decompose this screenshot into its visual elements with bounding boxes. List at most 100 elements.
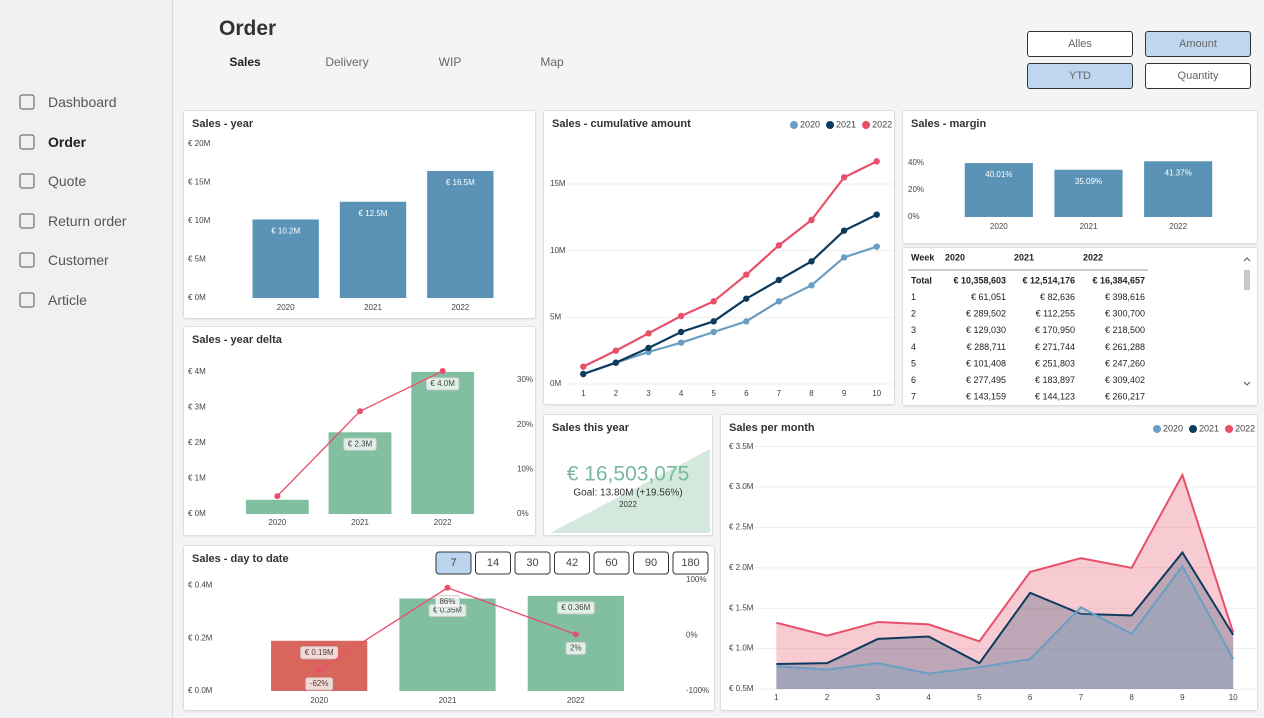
kpi-goal: Goal: 13.80M (+19.56%) (573, 488, 682, 499)
tab[interactable]: WIP (438, 55, 462, 69)
scrollbar[interactable] (1244, 270, 1250, 290)
tab[interactable]: Sales (229, 55, 261, 69)
y2-tick-label: 10% (517, 464, 533, 473)
table-cell: € 218,500 (1105, 325, 1145, 335)
range-button[interactable] (633, 551, 669, 575)
nav-item[interactable]: Quote (18, 171, 86, 191)
range-button-label[interactable]: 90 (645, 557, 657, 569)
nav-item[interactable]: Order (18, 132, 86, 152)
range-button-label[interactable]: 7 (450, 557, 456, 569)
scroll-down[interactable] (1243, 381, 1251, 386)
point (316, 666, 323, 673)
range-button[interactable] (554, 551, 590, 575)
table-cell: 2 (911, 309, 916, 319)
range-button[interactable] (593, 551, 630, 575)
label-box (343, 437, 377, 451)
toggle-button[interactable]: YTD (1027, 63, 1133, 89)
x-tick-label: 7 (777, 389, 782, 398)
data-label: 2% (570, 643, 582, 652)
range-button-label[interactable]: 60 (605, 557, 617, 569)
bar (245, 499, 309, 514)
y-tick-label: € 1.5M (729, 603, 754, 612)
data-label: 4% (272, 479, 284, 488)
nav-item[interactable]: Dashboard (18, 92, 117, 112)
nav-label: Return order (48, 212, 127, 229)
nav-icon (19, 292, 35, 308)
legend-swatch (826, 121, 835, 129)
nav-item[interactable]: Article (18, 290, 87, 310)
toggle-button[interactable]: Alles (1027, 31, 1133, 57)
table-cell: € 112,255 (1036, 309, 1075, 319)
range-button[interactable] (514, 551, 551, 575)
y-tick-label: 0M (550, 379, 561, 388)
nav-icon (19, 94, 35, 110)
chart: Sales - year delta € 0M € 1M € 2M € 3M € 4M 0%… (188, 334, 533, 527)
point (775, 242, 783, 249)
range-button-label[interactable]: 14 (487, 557, 499, 569)
point (840, 254, 848, 261)
tab[interactable]: Map (540, 55, 564, 69)
x-tick-label: 4 (679, 389, 684, 398)
point (743, 318, 750, 325)
label-box (425, 377, 460, 391)
table: Week 2020 2021 2022 Total € 10,358,603 € 12,51… (908, 252, 1251, 402)
point (677, 312, 685, 320)
range-button[interactable] (672, 551, 709, 575)
scroll-up[interactable] (1243, 257, 1251, 262)
toggle-button[interactable]: Quantity (1145, 63, 1251, 89)
label-box (565, 641, 587, 655)
y-tick-label: € 0M (188, 293, 206, 302)
nav-item[interactable]: Return order (18, 211, 127, 231)
y-tick-label: € 1M (188, 474, 206, 483)
range-button-label[interactable]: 180 (681, 557, 699, 569)
tab[interactable]: Delivery (325, 55, 369, 69)
data-label: € 4.0M (430, 379, 455, 388)
table-cell: 1 (911, 292, 916, 302)
line (776, 472, 1235, 643)
range-button-label[interactable]: 30 (526, 557, 538, 569)
point (873, 158, 880, 165)
label-box (556, 601, 595, 615)
y-tick-label: 5M (550, 312, 561, 321)
area (776, 552, 1234, 689)
table-cell: € 247,260 (1105, 358, 1145, 368)
table-cell: € 288,711 (967, 342, 1006, 352)
icon-shape (19, 292, 35, 308)
icon-shape (19, 173, 35, 189)
x-tick-label: 2021 (439, 696, 457, 705)
kpi-value: € 16,503,075 (567, 463, 690, 486)
nav-icon (19, 252, 35, 268)
x-tick-label: 8 (1129, 693, 1134, 702)
y-tick-label: 20% (908, 185, 924, 194)
area (776, 474, 1234, 689)
table-cell: € 183,897 (1035, 375, 1075, 385)
point (580, 363, 587, 370)
range-button[interactable] (435, 551, 472, 575)
chart-title: Sales per month (729, 422, 815, 434)
x-tick-label: 10 (1229, 693, 1238, 702)
nav-icon (19, 173, 35, 189)
range-button[interactable] (475, 551, 511, 575)
table-cell: € 101,408 (966, 358, 1006, 368)
nav-item[interactable]: Customer (18, 250, 109, 270)
point (808, 258, 815, 265)
point (357, 408, 363, 415)
y-tick-label: € 0.5M (729, 684, 754, 693)
table-panel: Week 2020 2021 2022 Total € 10,358,603 € 12,51… (902, 247, 1258, 406)
panel: Sales per month € 0.5M € 1.0M € 1.5M € 2.0M €… (720, 414, 1258, 711)
panel: Sales - year € 0M € 5M € 10M € 15M € 20M 2020 2… (183, 110, 536, 319)
x-tick-label: 2021 (1080, 222, 1098, 231)
point (743, 271, 750, 278)
point (444, 584, 451, 591)
toggle-button[interactable]: Amount (1145, 31, 1251, 57)
table-cell: € 10,358,603 (953, 275, 1006, 285)
y-tick-label: € 0.0M (188, 686, 213, 695)
table-cell: 7 (911, 392, 916, 402)
range-button-label[interactable]: 42 (566, 557, 578, 569)
chart: Sales - year € 0M € 5M € 10M € 15M € 20M 2020 2… (188, 118, 494, 312)
legend-swatch (1153, 425, 1161, 433)
y2-tick-label: 100% (686, 575, 706, 584)
table-cell: € 300,700 (1105, 309, 1145, 319)
sidebar: Dashboard Order Quote Return order Customer A… (0, 0, 173, 718)
x-tick-label: 2020 (268, 518, 286, 527)
